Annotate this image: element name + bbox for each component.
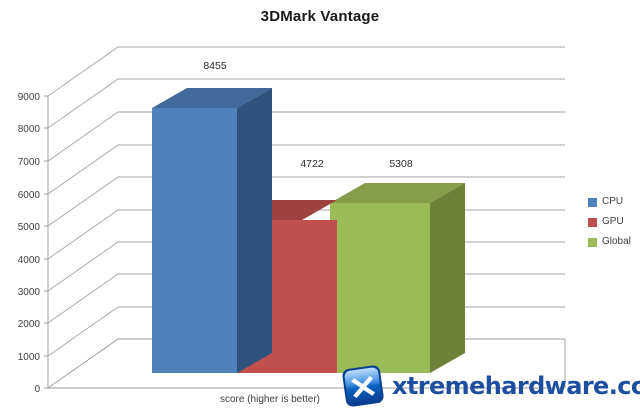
y-tick-label: 4000 — [18, 255, 41, 266]
legend-label: Global — [602, 236, 631, 247]
watermark-text: xtremehardware.com — [392, 372, 640, 400]
legend-swatch-icon — [588, 197, 597, 207]
legend-label: GPU — [602, 216, 624, 227]
chart-title: 3DMark Vantage — [260, 8, 380, 25]
legend-swatch-icon — [588, 217, 597, 227]
x-axis-title: score (higher is better) — [220, 394, 320, 405]
legend-item-cpu[interactable]: CPU — [588, 192, 640, 212]
watermark: xtremehardware.com — [340, 361, 640, 411]
y-tick-label: 5000 — [18, 222, 41, 233]
y-tick-label: 2000 — [18, 319, 41, 330]
y-tick-label: 3000 — [18, 287, 41, 298]
data-label-gpu: 4722 — [300, 158, 324, 170]
y-tick-label: 0 — [34, 384, 40, 395]
legend-item-gpu[interactable]: GPU — [588, 212, 640, 232]
y-axis — [44, 95, 49, 389]
bar-global[interactable] — [330, 183, 465, 373]
bar-cpu[interactable] — [152, 88, 272, 373]
legend-swatch-icon — [588, 237, 597, 247]
xtremehardware-logo-icon — [342, 365, 384, 407]
y-tick-label: 1000 — [18, 352, 41, 363]
y-tick-label: 8000 — [18, 124, 41, 135]
chart-legend: CPU GPU Global — [588, 192, 640, 252]
data-label-cpu: 8455 — [203, 60, 227, 72]
legend-item-global[interactable]: Global — [588, 232, 640, 252]
y-axis-tick-labels: 9000 8000 7000 6000 5000 4000 3000 2000 … — [18, 92, 41, 395]
legend-label: CPU — [602, 196, 624, 207]
data-label-global: 5308 — [389, 158, 413, 170]
data-labels: 8455 4722 5308 — [203, 60, 413, 170]
y-tick-label: 9000 — [18, 92, 41, 103]
y-tick-label: 6000 — [18, 190, 41, 201]
y-tick-label: 7000 — [18, 157, 41, 168]
